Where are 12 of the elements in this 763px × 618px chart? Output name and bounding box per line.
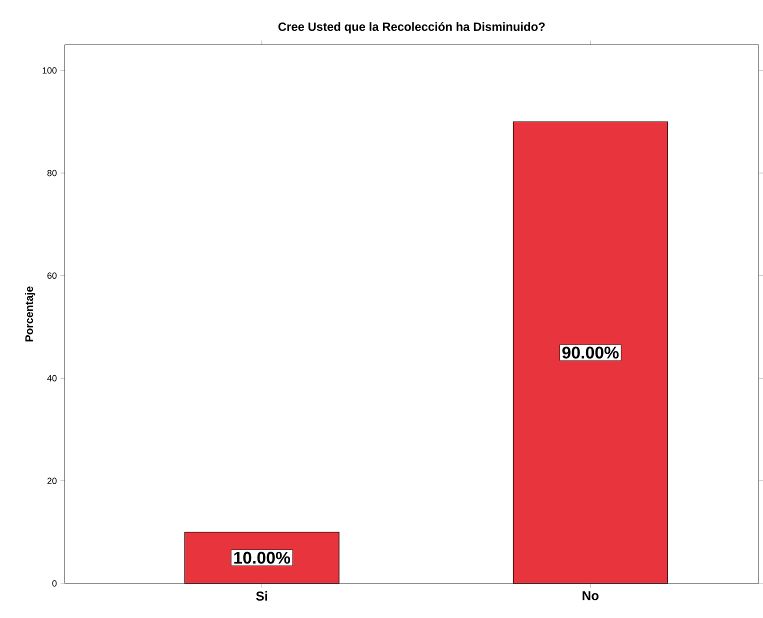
- y-axis-title: Porcentaje: [24, 286, 36, 342]
- x-tick-label: Si: [256, 591, 268, 601]
- chart-title: Cree Usted que la Recolección ha Disminuido?: [278, 22, 545, 34]
- data-label: 10.00%: [234, 552, 290, 564]
- data-label: 90.00%: [562, 346, 619, 358]
- y-tick-label: 60: [47, 272, 57, 279]
- y-tick-label: 80: [47, 170, 57, 176]
- y-tick-label: 0: [52, 580, 57, 586]
- y-tick-label: 40: [47, 374, 57, 382]
- y-tick-label: 100: [42, 67, 57, 74]
- y-tick-label: 20: [47, 478, 57, 484]
- x-tick-label: No: [582, 591, 599, 600]
